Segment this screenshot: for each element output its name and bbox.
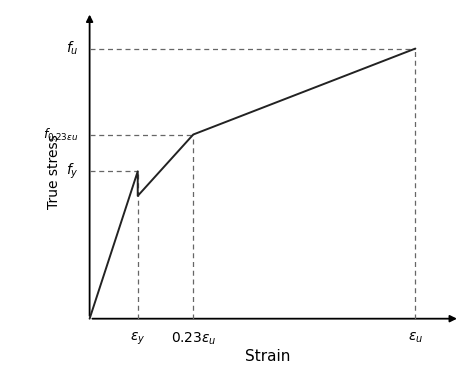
Text: Strain: Strain	[245, 350, 290, 364]
Text: $f_{0.23\varepsilon u}$: $f_{0.23\varepsilon u}$	[43, 126, 79, 143]
Text: $\varepsilon_u$: $\varepsilon_u$	[408, 331, 423, 345]
Text: $f_y$: $f_y$	[66, 162, 79, 181]
Text: True stress: True stress	[47, 134, 62, 209]
Text: $f_u$: $f_u$	[66, 40, 79, 57]
Text: $0.23\varepsilon_u$: $0.23\varepsilon_u$	[171, 331, 216, 347]
Text: $\varepsilon_y$: $\varepsilon_y$	[130, 331, 146, 347]
